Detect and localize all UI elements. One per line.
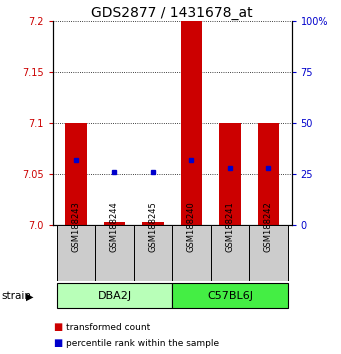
Bar <box>143 222 164 225</box>
Bar <box>95 225 134 281</box>
Text: GSM188242: GSM188242 <box>264 201 273 252</box>
Bar <box>57 283 172 308</box>
Text: percentile rank within the sample: percentile rank within the sample <box>66 339 220 348</box>
Text: DBA2J: DBA2J <box>98 291 132 301</box>
Bar <box>258 123 279 225</box>
Bar <box>57 225 95 281</box>
Text: GSM188240: GSM188240 <box>187 201 196 252</box>
Text: ■: ■ <box>53 338 62 348</box>
Bar <box>172 225 211 281</box>
Text: transformed count: transformed count <box>66 323 151 332</box>
Bar <box>181 21 202 225</box>
Text: strain: strain <box>2 291 32 301</box>
Bar <box>219 123 240 225</box>
Text: ■: ■ <box>53 322 62 332</box>
Text: GSM188245: GSM188245 <box>148 201 158 252</box>
Bar <box>65 123 87 225</box>
Title: GDS2877 / 1431678_at: GDS2877 / 1431678_at <box>91 6 253 20</box>
Text: GSM188241: GSM188241 <box>225 201 235 252</box>
Bar <box>249 225 287 281</box>
Bar <box>211 225 249 281</box>
Bar <box>104 222 125 225</box>
Text: C57BL6J: C57BL6J <box>207 291 253 301</box>
Text: GSM188243: GSM188243 <box>72 201 80 252</box>
Text: ▶: ▶ <box>26 291 33 301</box>
Bar <box>134 225 172 281</box>
Text: GSM188244: GSM188244 <box>110 201 119 252</box>
Bar <box>172 283 287 308</box>
